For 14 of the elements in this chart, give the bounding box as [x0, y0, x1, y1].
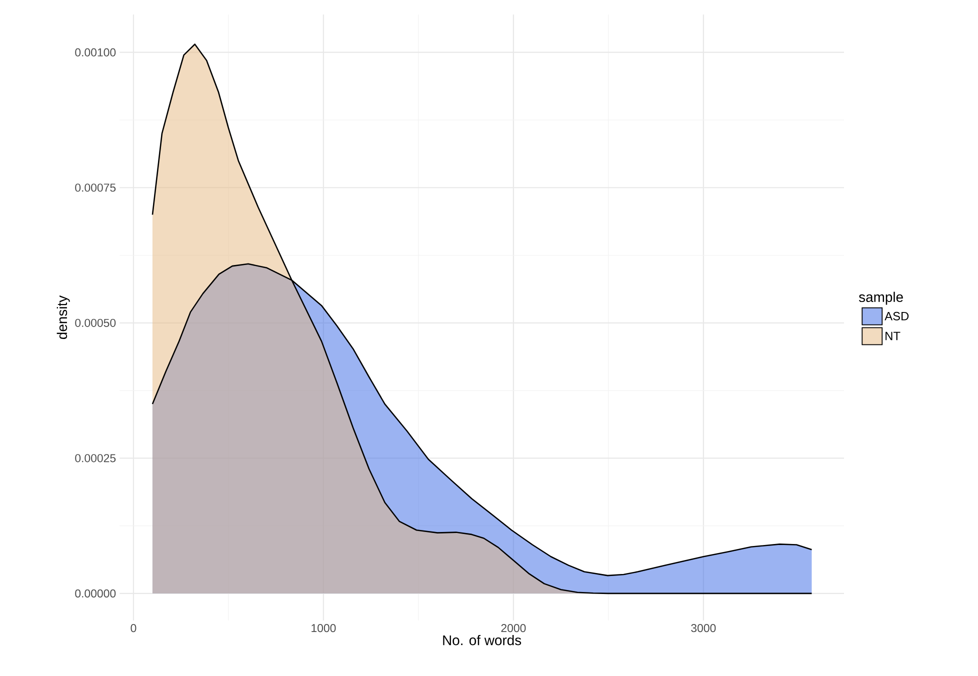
legend-label: NT	[886, 332, 900, 340]
x-tick-label: 1000	[312, 624, 336, 632]
y-axis-title: density	[56, 295, 70, 339]
y-tick-label: 0.00075	[75, 184, 116, 192]
y-tick-label: 0.00050	[75, 318, 116, 327]
x-tick-label: 0	[130, 624, 136, 632]
legend-title: sample	[858, 292, 903, 305]
x-tick-label: 3000	[691, 624, 716, 632]
y-tick-label: 0.00100	[75, 48, 116, 56]
legend-label: ASD	[884, 312, 909, 320]
x-axis-title: No. of words	[443, 634, 522, 646]
y-tick-label: 0.00000	[75, 589, 116, 598]
x-tick-label: 2000	[501, 624, 526, 632]
y-tick-label: 0.00025	[75, 454, 116, 462]
